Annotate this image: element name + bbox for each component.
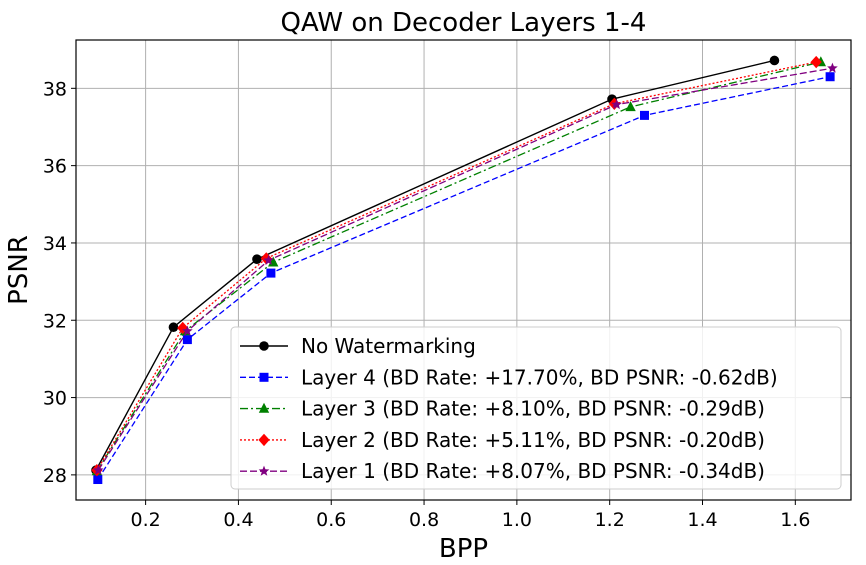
y-tick-label: 34 xyxy=(43,233,67,255)
y-tick-label: 32 xyxy=(43,310,67,332)
data-point-star xyxy=(182,325,193,336)
y-tick-label: 36 xyxy=(43,156,67,178)
series-lines xyxy=(91,55,838,485)
x-tick-label: 1.0 xyxy=(502,509,532,531)
data-point-circle xyxy=(168,322,179,333)
x-axis-ticks: 0.2 0.4 0.6 0.8 1.0 1.2 1.4 1.6 xyxy=(131,500,810,531)
legend-label: No Watermarking xyxy=(301,334,476,358)
y-tick-label: 38 xyxy=(43,78,67,100)
series-5 xyxy=(92,62,838,475)
legend-label: Layer 1 (BD Rate: +8.07%, BD PSNR: -0.34… xyxy=(301,459,765,483)
legend: No Watermarking Layer 4 (BD Rate: +17.70%… xyxy=(230,326,842,490)
data-point-star xyxy=(827,62,838,73)
data-point-circle xyxy=(252,254,262,264)
x-tick-label: 0.6 xyxy=(316,509,346,531)
data-point-square xyxy=(639,110,649,120)
data-point-square xyxy=(266,268,276,278)
series-line xyxy=(96,61,817,471)
plot-frame xyxy=(75,39,852,501)
x-axis-title: BPP xyxy=(439,534,488,564)
data-point-circle xyxy=(769,55,780,66)
legend-marker xyxy=(259,341,269,351)
x-tick-label: 1.4 xyxy=(687,509,717,531)
data-point-star xyxy=(263,254,274,265)
legend-marker xyxy=(259,372,269,382)
x-tick-label: 1.6 xyxy=(780,509,810,531)
legend-label: Layer 4 (BD Rate: +17.70%, BD PSNR: -0.6… xyxy=(301,365,778,389)
legend-marker xyxy=(258,465,270,476)
x-tick-label: 0.4 xyxy=(223,509,253,531)
x-tick-label: 0.8 xyxy=(409,509,439,531)
data-point-square xyxy=(93,475,103,485)
legend-box xyxy=(230,326,842,490)
y-tick-label: 28 xyxy=(43,465,67,487)
data-point-square xyxy=(182,335,192,345)
legend-label: Layer 2 (BD Rate: +5.11%, BD PSNR: -0.20… xyxy=(301,428,765,452)
y-axis-ticks: 28 30 32 34 36 38 xyxy=(43,78,76,487)
data-point-square xyxy=(825,72,835,82)
legend-marker xyxy=(258,433,270,447)
x-tick-label: 0.2 xyxy=(131,509,161,531)
legend-label: Layer 3 (BD Rate: +8.10%, BD PSNR: -0.29… xyxy=(301,397,765,421)
y-axis-title: PSNR xyxy=(4,235,34,305)
series-2 xyxy=(93,72,835,485)
data-point-star xyxy=(92,464,104,475)
data-point-triangle xyxy=(625,101,636,112)
y-tick-label: 30 xyxy=(43,388,67,410)
chart-title: QAW on Decoder Layers 1-4 xyxy=(281,8,647,38)
data-point-diamond xyxy=(810,55,822,69)
x-tick-label: 1.2 xyxy=(595,509,625,531)
legend-marker xyxy=(258,402,270,413)
data-point-star xyxy=(611,98,622,110)
